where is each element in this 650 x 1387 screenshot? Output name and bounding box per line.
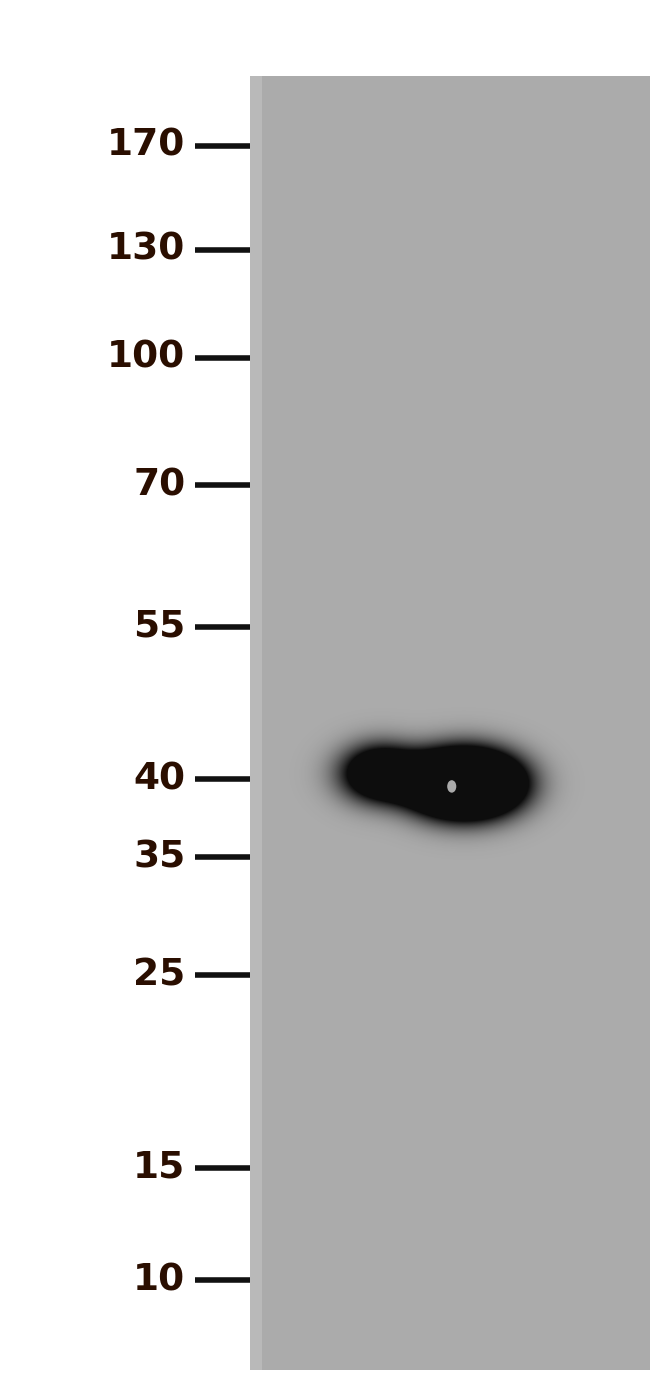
Text: 100: 100 <box>107 340 185 376</box>
Text: 25: 25 <box>133 957 185 993</box>
Text: 130: 130 <box>107 232 185 268</box>
Text: 170: 170 <box>107 128 185 164</box>
Bar <box>250 76 650 1370</box>
Text: 15: 15 <box>133 1150 185 1186</box>
Text: 55: 55 <box>133 609 185 645</box>
Text: 35: 35 <box>133 839 185 875</box>
Text: 40: 40 <box>133 761 185 798</box>
Text: 10: 10 <box>133 1262 185 1298</box>
Ellipse shape <box>447 779 456 793</box>
Bar <box>250 76 262 1370</box>
Text: 70: 70 <box>133 467 185 503</box>
